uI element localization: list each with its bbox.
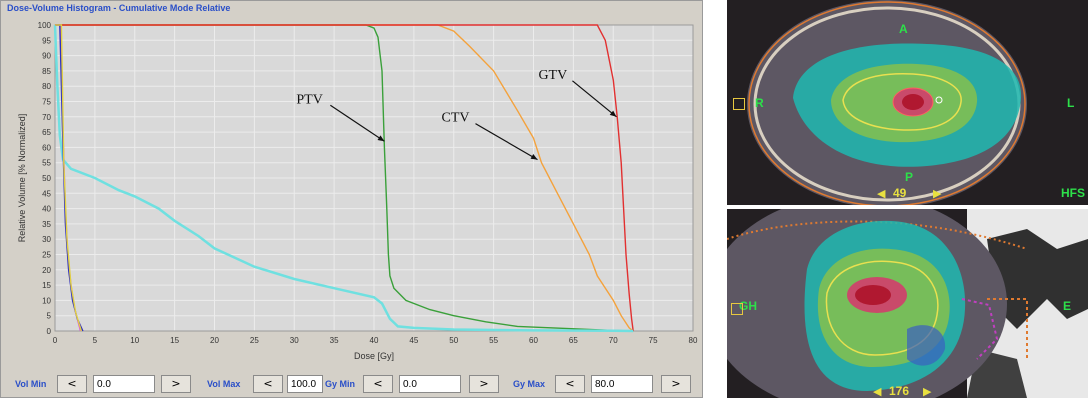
axial-scan-top: A R L P HFS ◀ 49 ▶ bbox=[727, 0, 1088, 205]
y-tick-label: 95 bbox=[42, 36, 51, 45]
x-axis-label: Dose [Gy] bbox=[354, 351, 394, 361]
y-tick-label: 65 bbox=[42, 128, 51, 137]
y-tick-label: 0 bbox=[47, 327, 52, 336]
dvh-chart: 0510152025303540455055606570758085909510… bbox=[17, 21, 698, 361]
annotation-label: CTV bbox=[441, 111, 469, 126]
y-tick-label: 50 bbox=[42, 174, 51, 183]
anterior-label: A bbox=[899, 22, 908, 36]
corner-marker-icon bbox=[731, 303, 743, 315]
y-axis-label: Relative Volume [% Normalized] bbox=[17, 114, 27, 243]
y-tick-label: 70 bbox=[42, 113, 51, 122]
y-tick-label: 5 bbox=[47, 312, 52, 321]
gy-min-decrement-button[interactable]: < bbox=[363, 375, 393, 393]
series-line-6 bbox=[55, 24, 82, 332]
corner-marker-icon bbox=[733, 98, 745, 110]
vol-min-label: Vol Min bbox=[15, 379, 47, 389]
x-tick-label: 10 bbox=[130, 336, 139, 345]
vol-min-input[interactable] bbox=[93, 375, 155, 393]
vol-max-input[interactable] bbox=[287, 375, 323, 393]
annotation-arrowhead bbox=[609, 110, 617, 117]
x-tick-label: 55 bbox=[489, 336, 498, 345]
right-edge-label: E bbox=[1063, 299, 1072, 313]
grid bbox=[54, 24, 694, 332]
y-tick-label: 30 bbox=[42, 235, 51, 244]
left-label: L bbox=[1067, 96, 1075, 110]
y-tick-label: 20 bbox=[42, 266, 51, 275]
axial-scan-image bbox=[747, 0, 1027, 205]
y-tick-label: 60 bbox=[42, 143, 51, 152]
y-tick-label: 55 bbox=[42, 159, 51, 168]
sagittal-scan-image bbox=[727, 209, 1088, 398]
annotation-arrowhead bbox=[377, 135, 385, 142]
annotation-arrow bbox=[475, 123, 538, 161]
gy-max-decrement-button[interactable]: < bbox=[555, 375, 585, 393]
series-line-ctv bbox=[55, 24, 634, 332]
gy-min-input[interactable] bbox=[399, 375, 461, 393]
prev-slice-icon[interactable]: ◀ bbox=[873, 386, 882, 398]
gy-max-increment-button[interactable]: > bbox=[661, 375, 691, 393]
panel-divider bbox=[705, 0, 727, 398]
x-tick-label: 70 bbox=[609, 336, 618, 345]
x-tick-labels: 0 5 10 15 20 25 30 35 40 45 50 55 60 65 70 75 80 bbox=[53, 336, 698, 345]
vol-min-increment-button[interactable]: > bbox=[161, 375, 191, 393]
y-tick-label: 10 bbox=[42, 296, 51, 305]
next-slice-icon[interactable]: ▶ bbox=[933, 188, 942, 200]
gy-min-increment-button[interactable]: > bbox=[469, 375, 499, 393]
series-line-3 bbox=[53, 24, 634, 333]
slice-number: 176 bbox=[889, 384, 910, 398]
y-tick-label: 80 bbox=[42, 82, 51, 91]
orientation-label: HFS bbox=[1061, 186, 1085, 200]
y-tick-label: 45 bbox=[42, 189, 51, 198]
x-tick-label: 45 bbox=[409, 336, 418, 345]
y-tick-label: 85 bbox=[42, 67, 51, 76]
gy-min-label: Gy Min bbox=[325, 379, 356, 389]
x-tick-label: 80 bbox=[689, 336, 698, 345]
y-tick-labels: 0 5 10 15 20 25 30 35 40 45 50 55 60 65 70 75 80 85 90 95 10… bbox=[38, 21, 52, 336]
x-tick-label: 40 bbox=[370, 336, 379, 345]
prev-slice-icon[interactable]: ◀ bbox=[877, 188, 886, 200]
x-tick-label: 15 bbox=[170, 336, 179, 345]
vol-min-decrement-button[interactable]: < bbox=[57, 375, 87, 393]
dvh-window: Dose-Volume Histogram - Cumulative Mode … bbox=[0, 0, 703, 398]
annotations: PTV CTV GTV bbox=[296, 68, 617, 161]
y-tick-label: 25 bbox=[42, 251, 51, 260]
posterior-label: P bbox=[905, 170, 914, 184]
y-tick-label: 90 bbox=[42, 52, 51, 61]
annotation-arrow bbox=[572, 80, 617, 118]
y-tick-label: 75 bbox=[42, 98, 51, 107]
x-tick-label: 60 bbox=[529, 336, 538, 345]
y-tick-label: 35 bbox=[42, 220, 51, 229]
x-tick-label: 0 bbox=[53, 336, 58, 345]
left-edge-label: GH bbox=[739, 299, 757, 313]
x-tick-label: 50 bbox=[449, 336, 458, 345]
gy-max-label: Gy Max bbox=[513, 379, 546, 389]
slice-number: 49 bbox=[893, 186, 907, 200]
x-tick-label: 75 bbox=[649, 336, 658, 345]
window-title: Dose-Volume Histogram - Cumulative Mode … bbox=[7, 3, 231, 13]
x-tick-label: 65 bbox=[569, 336, 578, 345]
axis-controls: Vol Min < > Vol Max < Gy Min < > Gy Max … bbox=[1, 371, 704, 397]
y-tick-label: 15 bbox=[42, 281, 51, 290]
annotation-label: PTV bbox=[296, 92, 322, 107]
x-tick-label: 35 bbox=[330, 336, 339, 345]
right-label: R bbox=[755, 96, 764, 110]
gy-max-input[interactable] bbox=[591, 375, 653, 393]
vol-max-decrement-button[interactable]: < bbox=[253, 375, 283, 393]
y-tick-label: 40 bbox=[42, 205, 51, 214]
vol-max-label: Vol Max bbox=[207, 379, 241, 389]
next-slice-icon[interactable]: ▶ bbox=[923, 386, 932, 398]
annotation-arrowhead bbox=[530, 154, 538, 160]
x-tick-label: 20 bbox=[210, 336, 219, 345]
series-group bbox=[53, 24, 634, 333]
series-line-ptv bbox=[55, 24, 634, 332]
series-line-gtv bbox=[55, 24, 634, 332]
y-tick-label: 100 bbox=[38, 21, 52, 30]
x-tick-label: 25 bbox=[250, 336, 259, 345]
sagittal-scan-bottom: GH E ◀ 176 ▶ bbox=[727, 209, 1088, 398]
x-tick-label: 30 bbox=[290, 336, 299, 345]
annotation-arrow bbox=[330, 104, 385, 142]
x-tick-label: 5 bbox=[93, 336, 98, 345]
annotation-label: GTV bbox=[538, 68, 567, 83]
